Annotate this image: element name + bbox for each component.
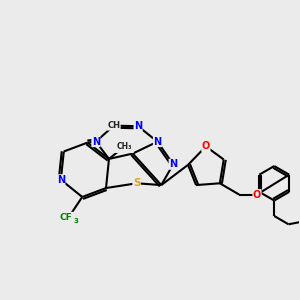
Text: N: N — [169, 159, 177, 169]
Text: S: S — [133, 178, 140, 188]
Text: O: O — [253, 190, 261, 200]
Text: N: N — [134, 121, 142, 131]
Text: CH₃: CH₃ — [117, 142, 132, 151]
Text: 3: 3 — [74, 218, 79, 224]
Text: N: N — [57, 175, 65, 185]
Text: CF: CF — [59, 213, 72, 222]
FancyBboxPatch shape — [112, 140, 134, 153]
Text: N: N — [153, 137, 161, 147]
Text: N: N — [92, 137, 100, 147]
FancyBboxPatch shape — [52, 212, 74, 226]
Text: CH: CH — [107, 121, 120, 130]
Text: O: O — [202, 141, 210, 152]
